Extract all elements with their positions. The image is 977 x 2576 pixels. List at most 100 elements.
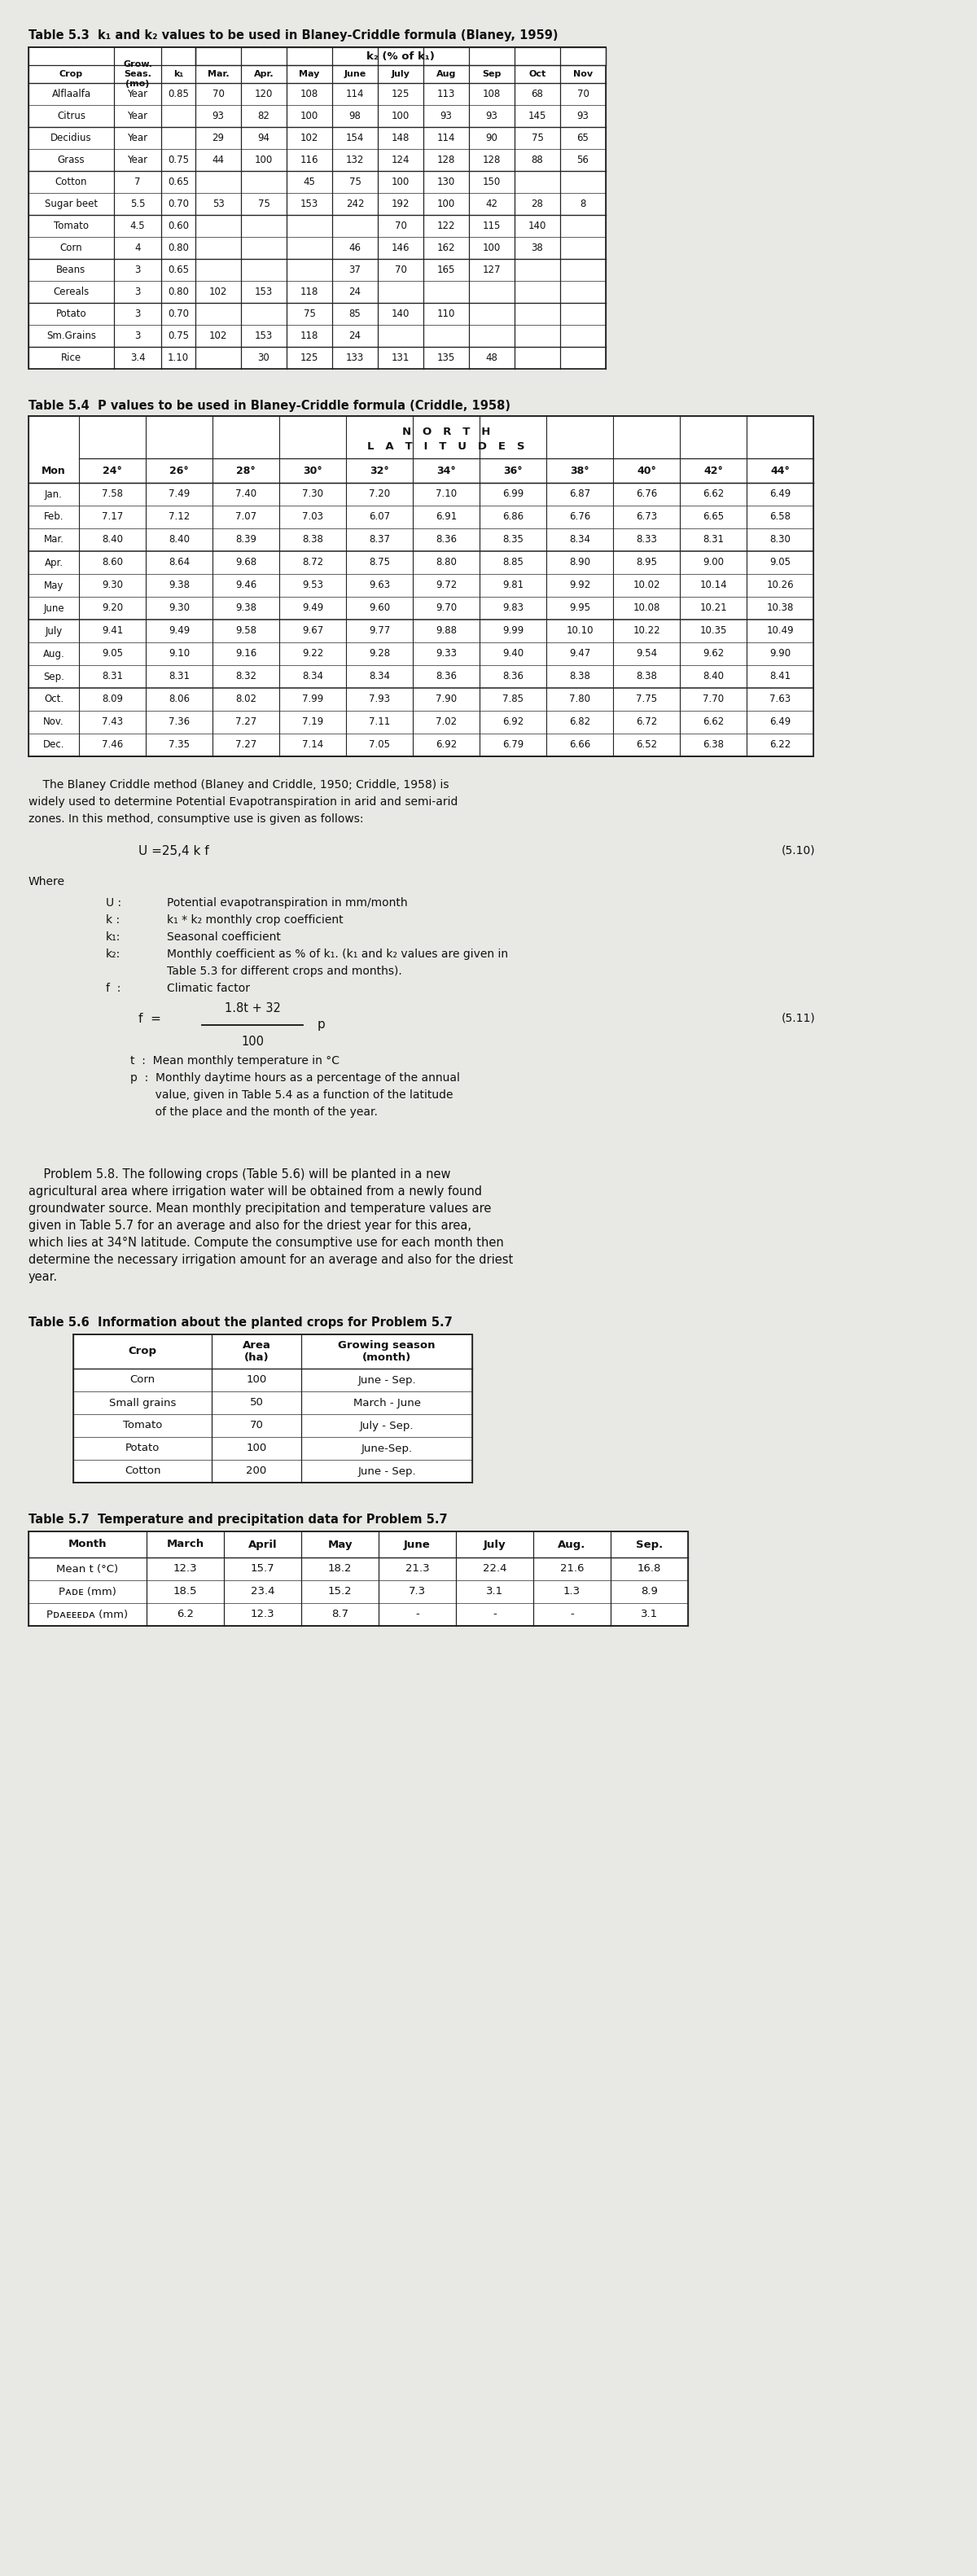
Text: 8: 8 — [580, 198, 586, 209]
Text: 9.49: 9.49 — [302, 603, 323, 613]
Text: 8.39: 8.39 — [235, 533, 256, 546]
Text: Mean t (°C): Mean t (°C) — [57, 1564, 118, 1574]
Text: 7.43: 7.43 — [102, 716, 123, 726]
Text: 0.70: 0.70 — [168, 309, 189, 319]
Text: 9.88: 9.88 — [436, 626, 457, 636]
Text: 8.40: 8.40 — [102, 533, 123, 546]
Text: Aug.: Aug. — [558, 1540, 586, 1551]
Text: 135: 135 — [437, 353, 455, 363]
Text: 7.30: 7.30 — [302, 489, 323, 500]
Text: 0.60: 0.60 — [168, 222, 189, 232]
Text: Year: Year — [127, 111, 148, 121]
Text: Cotton: Cotton — [55, 178, 87, 188]
Text: 8.33: 8.33 — [636, 533, 657, 546]
Text: 10.26: 10.26 — [766, 580, 793, 590]
Text: 133: 133 — [346, 353, 364, 363]
Text: 6.2: 6.2 — [177, 1610, 193, 1620]
Text: Crop: Crop — [60, 70, 83, 77]
Text: 0.85: 0.85 — [168, 88, 189, 100]
Text: 7.10: 7.10 — [436, 489, 457, 500]
Text: 100: 100 — [246, 1443, 267, 1453]
Bar — [73, 1334, 472, 1484]
Text: Tomato: Tomato — [54, 222, 89, 232]
Text: 10.14: 10.14 — [700, 580, 727, 590]
Text: 7.36: 7.36 — [168, 716, 190, 726]
Text: 165: 165 — [437, 265, 455, 276]
Text: 75: 75 — [531, 134, 543, 144]
Text: 8.64: 8.64 — [168, 556, 190, 567]
Text: Month: Month — [68, 1540, 106, 1551]
Text: 8.38: 8.38 — [636, 672, 657, 683]
Text: Table 5.4  P values to be used in Blaney-Criddle formula (Criddle, 1958): Table 5.4 P values to be used in Blaney-… — [28, 399, 511, 412]
Text: 6.49: 6.49 — [769, 716, 790, 726]
Text: 10.02: 10.02 — [633, 580, 660, 590]
Text: Climatic factor: Climatic factor — [167, 981, 250, 994]
Text: Mar.: Mar. — [44, 533, 64, 546]
Text: 100: 100 — [246, 1376, 267, 1386]
Text: 38: 38 — [531, 242, 543, 252]
Text: 6.91: 6.91 — [436, 513, 457, 523]
Text: p: p — [318, 1020, 325, 1030]
Text: 5.5: 5.5 — [130, 198, 146, 209]
Text: 23.4: 23.4 — [250, 1587, 275, 1597]
Text: Where: Where — [28, 876, 65, 889]
Text: May: May — [299, 70, 319, 77]
Text: 7.12: 7.12 — [168, 513, 190, 523]
Text: July: July — [391, 70, 410, 77]
Text: Oct.: Oct. — [44, 693, 64, 706]
Text: 3.1: 3.1 — [641, 1610, 658, 1620]
Text: 9.62: 9.62 — [702, 649, 724, 659]
Text: Aug.: Aug. — [43, 649, 64, 659]
Text: 36°: 36° — [503, 466, 523, 477]
Text: widely used to determine Potential Evapotranspiration in arid and semi-arid: widely used to determine Potential Evapo… — [28, 796, 458, 809]
Text: 9.28: 9.28 — [368, 649, 390, 659]
Text: 10.21: 10.21 — [700, 603, 727, 613]
Text: 146: 146 — [392, 242, 409, 252]
Text: 6.99: 6.99 — [502, 489, 524, 500]
Text: Pᴀᴅᴇ (mm): Pᴀᴅᴇ (mm) — [59, 1587, 116, 1597]
Text: Feb.: Feb. — [44, 513, 64, 523]
Text: (5.10): (5.10) — [782, 845, 816, 855]
Text: 4.5: 4.5 — [130, 222, 146, 232]
Text: 90: 90 — [486, 134, 498, 144]
Text: 6.86: 6.86 — [502, 513, 524, 523]
Text: 120: 120 — [255, 88, 273, 100]
Text: 9.38: 9.38 — [169, 580, 190, 590]
Text: 150: 150 — [483, 178, 501, 188]
Text: k :: k : — [106, 914, 120, 925]
Text: 9.60: 9.60 — [368, 603, 390, 613]
Text: 8.06: 8.06 — [169, 693, 190, 706]
Text: 10.35: 10.35 — [700, 626, 727, 636]
Text: June: June — [43, 603, 64, 613]
Text: Tomato: Tomato — [123, 1419, 162, 1430]
Text: 102: 102 — [209, 330, 228, 340]
Text: determine the necessary irrigation amount for an average and also for the driest: determine the necessary irrigation amoun… — [28, 1255, 513, 1265]
Text: June - Sep.: June - Sep. — [358, 1376, 416, 1386]
Text: p  :  Monthly daytime hours as a percentage of the annual: p : Monthly daytime hours as a percentag… — [130, 1072, 460, 1084]
Text: Rice: Rice — [61, 353, 81, 363]
Text: Corn: Corn — [130, 1376, 155, 1386]
Text: March - June: March - June — [353, 1399, 420, 1409]
Text: 6.87: 6.87 — [569, 489, 590, 500]
Text: 9.58: 9.58 — [235, 626, 256, 636]
Text: Potato: Potato — [125, 1443, 159, 1453]
Text: t  :  Mean monthly temperature in °C: t : Mean monthly temperature in °C — [130, 1056, 340, 1066]
Text: 153: 153 — [255, 330, 273, 340]
Text: 140: 140 — [529, 222, 546, 232]
Text: 8.7: 8.7 — [331, 1610, 349, 1620]
Text: 40°: 40° — [637, 466, 657, 477]
Text: f  =: f = — [139, 1012, 161, 1025]
Text: 9.70: 9.70 — [436, 603, 457, 613]
Text: Sep: Sep — [483, 70, 501, 77]
Text: Corn: Corn — [60, 242, 82, 252]
Text: 7.17: 7.17 — [102, 513, 123, 523]
Text: 9.30: 9.30 — [102, 580, 123, 590]
Text: Crop: Crop — [128, 1347, 156, 1358]
Text: Year: Year — [127, 155, 148, 165]
Text: 30: 30 — [258, 353, 270, 363]
Text: 12.3: 12.3 — [250, 1610, 275, 1620]
Text: 8.72: 8.72 — [302, 556, 323, 567]
Text: 8.38: 8.38 — [302, 533, 323, 546]
Text: 7.03: 7.03 — [302, 513, 323, 523]
Text: 192: 192 — [392, 198, 409, 209]
